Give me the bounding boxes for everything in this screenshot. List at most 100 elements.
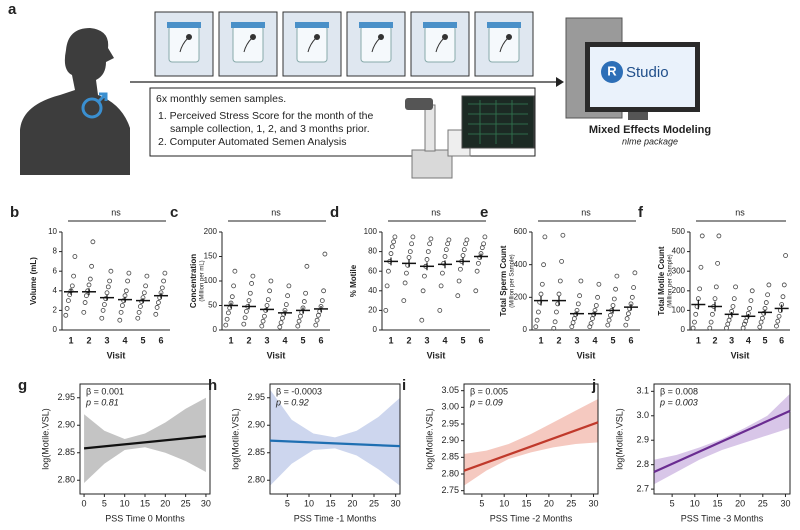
data-point: [314, 317, 320, 323]
y-tick-label: 2.90: [57, 420, 75, 430]
data-point: [455, 293, 461, 299]
monitor-grid: [468, 100, 528, 144]
x-tick-label: 30: [780, 498, 790, 508]
y-tick-label: 0: [53, 325, 58, 334]
data-point: [556, 291, 562, 297]
data-point: [439, 270, 445, 276]
data-point: [534, 317, 540, 323]
x-tick-label: 5: [610, 335, 615, 345]
data-point: [588, 321, 594, 326]
y-tick-label: 2.75: [441, 485, 459, 495]
panel-letter: g: [18, 377, 27, 394]
data-point: [66, 298, 71, 304]
data-point: [698, 264, 704, 270]
x-axis-title: Visit: [577, 350, 596, 360]
y-tick-label: 2.85: [247, 447, 265, 457]
data-point: [536, 309, 541, 315]
y-tick-label: 2.90: [441, 435, 459, 445]
x-tick-label: 5: [670, 498, 675, 508]
data-point: [761, 310, 767, 316]
data-point: [445, 241, 451, 247]
cup: [296, 25, 328, 63]
method-title: Mixed Effects Modeling: [589, 124, 711, 136]
data-point: [322, 251, 328, 257]
r-logo-text: R: [607, 63, 617, 78]
data-point: [277, 324, 283, 330]
cup-lid: [423, 22, 457, 28]
fit-line: [653, 409, 791, 474]
x-tick-label: 25: [758, 498, 768, 508]
x-tick-label: 20: [347, 498, 357, 508]
data-point: [780, 294, 786, 300]
data-point: [760, 315, 765, 321]
data-point: [260, 318, 266, 324]
data-point: [100, 307, 106, 313]
data-point: [608, 312, 613, 318]
x-tick-label: 6: [779, 335, 784, 345]
confidence-band: [654, 393, 790, 485]
cup-lid: [487, 22, 521, 28]
x-tick-label: 3: [729, 335, 734, 345]
x-tick-label: 25: [566, 498, 576, 508]
data-point: [383, 307, 389, 313]
data-point: [268, 278, 274, 284]
y-tick-label: 200: [514, 292, 528, 301]
x-tick-label: 15: [522, 498, 532, 508]
data-point: [629, 294, 635, 300]
x-tick-label: 3: [424, 335, 429, 345]
data-point: [699, 233, 705, 239]
data-point: [481, 241, 487, 247]
x-tick-label: 0: [82, 498, 87, 508]
sample-cups: [154, 11, 534, 77]
data-point: [286, 283, 292, 289]
data-point: [539, 281, 545, 287]
x-tick-label: 10: [690, 498, 700, 508]
data-point: [533, 324, 539, 330]
y-axis-subtitle: (Million per Sample): [510, 254, 516, 307]
y-tick-label: 2.95: [247, 392, 265, 402]
data-point: [479, 245, 485, 251]
data-point: [136, 309, 142, 315]
fit-line: [269, 439, 401, 448]
data-point: [593, 303, 599, 308]
x-tick-label: 15: [326, 498, 336, 508]
data-point: [297, 313, 303, 319]
y-tick-label: 10: [48, 227, 57, 236]
x-tick-label: 4: [746, 335, 751, 345]
data-point: [392, 234, 398, 240]
y-tick-label: 0: [213, 325, 218, 334]
data-point: [64, 306, 70, 311]
data-point: [591, 312, 597, 317]
data-point: [229, 294, 235, 300]
data-point: [438, 283, 444, 289]
data-point: [242, 315, 248, 321]
data-point: [690, 325, 696, 331]
r-logo: [601, 61, 623, 83]
data-point: [707, 325, 713, 331]
cup-lid: [295, 22, 329, 28]
list-item: 1. Perceived Stress Score for the month …: [158, 110, 374, 135]
x-tick-label: 25: [181, 498, 191, 508]
panel-letter: f: [638, 204, 644, 221]
data-point: [313, 322, 319, 328]
data-point: [125, 278, 130, 284]
y-tick-label: 6: [53, 266, 58, 275]
x-tick-label: 1: [228, 335, 233, 345]
data-point: [456, 278, 462, 284]
data-point: [406, 255, 412, 260]
y-tick-label: 2.95: [57, 392, 75, 402]
panel-letter: a: [8, 1, 17, 18]
y-axis-title: Concentration: [189, 254, 198, 308]
data-point: [141, 290, 147, 296]
x-tick-label: 30: [201, 498, 211, 508]
data-point: [278, 320, 284, 326]
data-point: [590, 316, 595, 321]
data-point: [155, 300, 161, 305]
data-point: [557, 278, 563, 284]
data-point: [154, 305, 160, 310]
y-tick-label: 300: [672, 266, 686, 275]
data-point: [742, 321, 747, 327]
data-point: [774, 323, 779, 329]
x-tick-label: 3: [104, 335, 109, 345]
y-tick-label: 100: [672, 306, 686, 315]
